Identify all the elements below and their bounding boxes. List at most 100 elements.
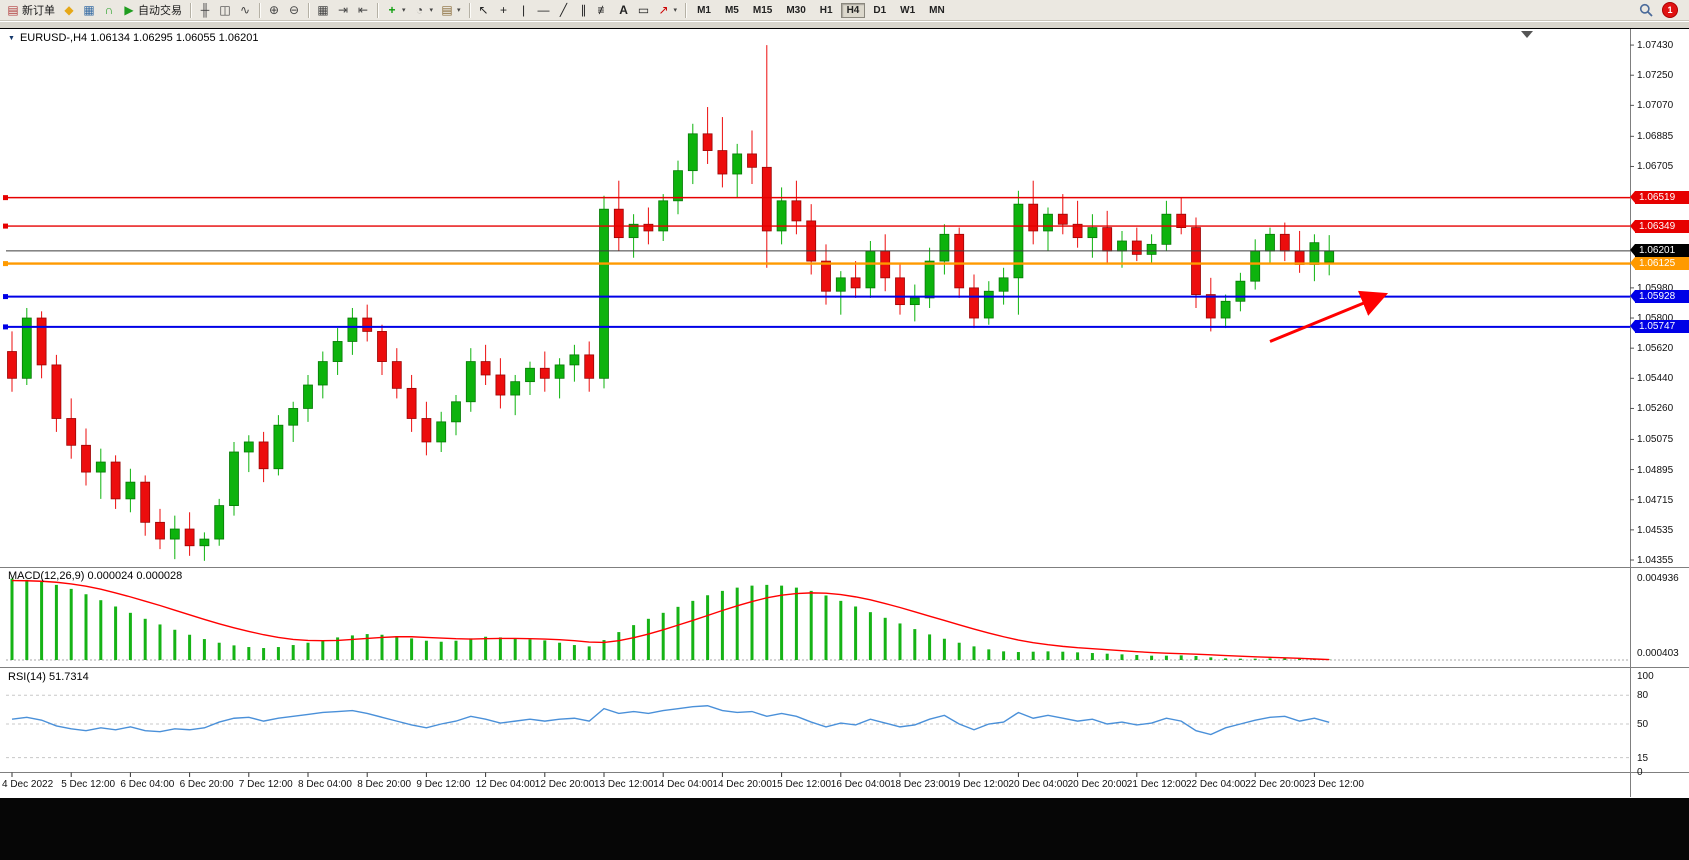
time-tick-label: 13 Dec 12:00	[594, 779, 654, 790]
price-tick-label: 1.05800	[1637, 313, 1674, 325]
price-tick-label: 1.07070	[1637, 100, 1674, 112]
arrows-button[interactable]: ↗ ▾	[654, 0, 682, 21]
timeframe-h1-button[interactable]: H1	[819, 4, 833, 16]
ohlc-text: EURUSD-,H4 1.06134 1.06295 1.06055 1.062…	[19, 32, 259, 44]
support-1-price-tag: 1.05928	[1630, 290, 1689, 304]
zoom-out-icon: ⊖	[288, 2, 300, 17]
chart-shift-button[interactable]: ⇤	[353, 0, 373, 21]
dropdown-caret-icon[interactable]: ▾	[402, 7, 406, 14]
current-price-tag: 1.06201	[1630, 244, 1689, 258]
time-tick-label: 14 Dec 04:00	[653, 779, 713, 790]
time-tick-label: 23 Dec 12:00	[1304, 779, 1364, 790]
fibonacci-icon: ≢	[597, 2, 610, 17]
zoom-in-icon: ⊕	[268, 2, 280, 17]
macd-scale-label: 0.000403	[1637, 648, 1679, 660]
time-tick-label: 21 Dec 12:00	[1126, 779, 1187, 790]
timeframe-m1-button[interactable]: M1	[697, 4, 711, 16]
cursor-button[interactable]: ↖	[474, 0, 494, 21]
indicator-plus-icon: +	[388, 2, 396, 17]
auto-scroll-icon: ⇥	[337, 2, 349, 17]
crosshair-button[interactable]: +	[494, 0, 514, 21]
tile-icon: ▦	[317, 2, 329, 17]
macd-scale-label: 0.004936	[1637, 573, 1679, 584]
candles-icon: ◫	[219, 2, 231, 17]
trendline-icon: ╱	[559, 2, 568, 17]
fibonacci-button[interactable]: ≢	[594, 0, 614, 21]
dropdown-caret-icon[interactable]: ▾	[429, 7, 434, 14]
autotrading-button[interactable]: ▶ 自动交易	[119, 0, 186, 21]
templates-button[interactable]: ▤ ▾	[437, 0, 465, 21]
price-tick-label: 1.05620	[1637, 343, 1674, 355]
trendline-button[interactable]: ╱	[554, 0, 574, 21]
time-tick-label: 22 Dec 20:00	[1245, 779, 1305, 790]
collapse-triangle-icon[interactable]: ▼	[8, 34, 15, 42]
dropdown-caret-icon[interactable]: ▾	[673, 7, 678, 14]
bar-chart-button[interactable]: ╫	[195, 0, 215, 21]
tile-windows-button[interactable]: ▦	[313, 0, 333, 21]
toolbar-right: 1	[1639, 2, 1686, 18]
price-tick-label: 1.05440	[1637, 373, 1674, 385]
time-tick-label: 18 Dec 23:00	[890, 779, 950, 790]
timeframe-d1-button[interactable]: D1	[873, 4, 887, 16]
auto-scroll-button[interactable]: ⇥	[333, 0, 353, 21]
market-button[interactable]: ∩	[99, 0, 119, 21]
chart-symbol-header: ▼ EURUSD-,H4 1.06134 1.06295 1.06055 1.0…	[8, 32, 258, 44]
resistance-1-price-tag: 1.06519	[1630, 191, 1689, 205]
toolbar-separator	[259, 2, 260, 18]
text-icon: A	[619, 2, 628, 17]
rsi-scale-label: 15	[1637, 752, 1649, 764]
candlestick-chart-button[interactable]: ◫	[215, 0, 235, 21]
arrow-icon: ↗	[658, 2, 669, 17]
time-tick-label: 5 Dec 12:00	[61, 779, 116, 790]
chart-area[interactable]	[0, 28, 1689, 798]
time-tick-label: 15 Dec 12:00	[771, 779, 832, 790]
time-tick-label: 12 Dec 20:00	[534, 779, 595, 790]
timeframe-mn-button[interactable]: MN	[929, 4, 945, 16]
toolbar-separator	[377, 2, 378, 18]
play-icon: ▶	[124, 2, 134, 17]
timeframe-h4-button[interactable]: H4	[840, 2, 866, 18]
timeframe-m15-button[interactable]: M15	[752, 4, 773, 16]
price-tick-label: 1.04355	[1637, 555, 1674, 566]
time-tick-label: 20 Dec 20:00	[1067, 779, 1128, 790]
horizontal-line-button[interactable]: —	[534, 0, 554, 21]
notification-badge[interactable]: 1	[1662, 2, 1678, 18]
timeframe-w1-button[interactable]: W1	[900, 4, 916, 16]
time-tick-label: 6 Dec 04:00	[120, 779, 175, 790]
periods-button[interactable]: ◔ ▾	[410, 0, 438, 21]
equidistant-channel-button[interactable]: ∥	[574, 0, 594, 21]
price-tick-label: 1.06705	[1637, 161, 1674, 173]
zoom-out-button[interactable]: ⊖	[284, 0, 304, 21]
time-tick-label: 8 Dec 04:00	[298, 779, 352, 790]
channel-icon: ∥	[580, 2, 587, 17]
price-tick-label: 1.07430	[1637, 40, 1674, 52]
headphones-icon: ∩	[104, 2, 114, 17]
price-tick-label: 1.04715	[1637, 494, 1674, 506]
rsi-scale-label: 0	[1637, 767, 1643, 778]
cursor-icon: ↖	[478, 2, 489, 17]
vertical-line-button[interactable]: |	[514, 0, 534, 21]
new-chart-button[interactable]: ▦	[79, 0, 99, 21]
time-tick-label: 22 Dec 04:00	[1186, 779, 1246, 790]
price-tick-label: 1.04895	[1637, 464, 1674, 476]
line-chart-button[interactable]: ∿	[235, 0, 255, 21]
timeframe-m30-button[interactable]: M30	[786, 4, 806, 16]
time-tick-label: 8 Dec 20:00	[357, 779, 412, 790]
crosshair-icon: +	[500, 2, 508, 17]
search-icon[interactable]	[1639, 3, 1653, 17]
bottom-panel	[0, 798, 1689, 860]
timeframe-m5-button[interactable]: M5	[724, 4, 739, 16]
indicators-button[interactable]: + ▾	[382, 0, 410, 21]
rsi-scale-label: 80	[1637, 690, 1649, 702]
text-label-button[interactable]: ▭	[634, 0, 654, 21]
toolbar-separator	[190, 2, 191, 18]
zoom-in-button[interactable]: ⊕	[264, 0, 284, 21]
text-button[interactable]: A	[614, 0, 634, 21]
dropdown-caret-icon[interactable]: ▾	[457, 7, 461, 14]
time-tick-label: 14 Dec 20:00	[712, 779, 772, 790]
metaeditor-button[interactable]: ◆	[59, 0, 79, 21]
new-order-button[interactable]: ▤ 新订单	[3, 0, 59, 21]
